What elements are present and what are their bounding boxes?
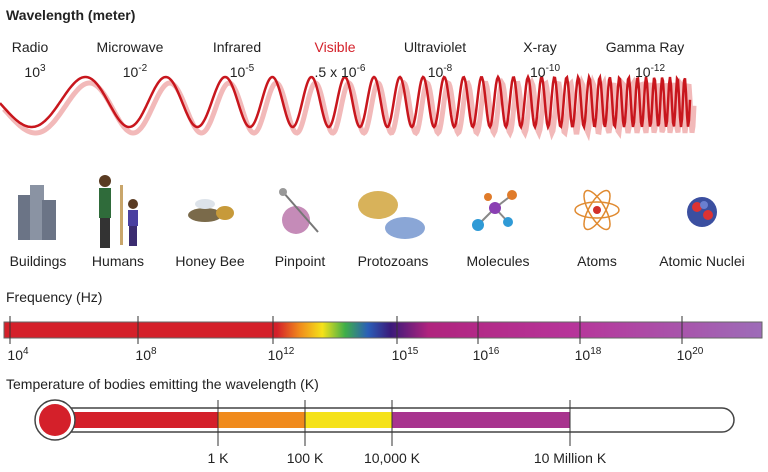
frequency-tick-label: 104 [7, 346, 29, 363]
band-name: Infrared [213, 39, 261, 55]
band-wavelength-base: 10 [230, 64, 246, 80]
band-wavelength-base: 10 [635, 64, 651, 80]
band-name: Radio [12, 39, 49, 55]
band-wavelength: 10-2 [123, 63, 148, 80]
band-wavelength-exp: -10 [546, 63, 561, 74]
band-wavelength-exp: -6 [357, 63, 366, 74]
temperature-tick-label: 100 K [287, 450, 324, 466]
thermometer [34, 399, 735, 441]
band-wavelength: 10-5 [230, 63, 255, 80]
temperature-tick-label: 10,000 K [364, 450, 421, 466]
frequency-tick-label-base: 10 [7, 347, 23, 363]
frequency-tick-label-base: 10 [392, 347, 408, 363]
frequency-tick-label: 1016 [473, 346, 500, 363]
band-name: X-ray [523, 39, 556, 55]
wave [0, 72, 692, 131]
band-wavelength-exp: -12 [651, 63, 666, 74]
band-name: Visible [315, 39, 356, 55]
frequency-tick-label-exp: 4 [23, 346, 29, 357]
frequency-tick-label: 108 [135, 346, 157, 363]
band-wavelength-exp: 3 [40, 63, 46, 74]
frequency-tick-label-exp: 8 [151, 346, 157, 357]
frequency-tick-label-exp: 12 [283, 346, 295, 357]
object-label: Pinpoint [275, 253, 326, 269]
icons [18, 175, 717, 248]
frequency-tick-label-exp: 20 [692, 346, 704, 357]
temperature-tick-label: 10 Million K [534, 450, 607, 466]
band-wavelength: .5 x 10-6 [315, 63, 366, 80]
object-label: Atoms [577, 253, 617, 269]
band-wavelength: 10-12 [635, 63, 665, 80]
band-wavelength: 103 [24, 63, 46, 80]
band-wavelength-base: 10 [428, 64, 444, 80]
band-wavelength-exp: -2 [138, 63, 147, 74]
band-name: Gamma Ray [606, 39, 685, 55]
frequency-tick-label-base: 10 [268, 347, 284, 363]
title: Wavelength (meter) [6, 7, 135, 23]
object-label: Protozoans [358, 253, 429, 269]
band-wavelength-base: 10 [123, 64, 139, 80]
object-label: Buildings [10, 253, 67, 269]
band-wavelength-base: 10 [530, 64, 546, 80]
object-label: Molecules [466, 253, 529, 269]
frequency-tick-label-exp: 16 [488, 346, 500, 357]
band-name: Ultraviolet [404, 39, 466, 55]
band-wavelength-base: 10 [24, 64, 40, 80]
band-wavelength-exp: -5 [245, 63, 254, 74]
band-name: Microwave [97, 39, 164, 55]
frequency-tick-label: 1020 [677, 346, 704, 363]
frequency-title: Frequency (Hz) [6, 289, 102, 305]
frequency-bar [3, 321, 763, 339]
frequency-tick-label-base: 10 [473, 347, 489, 363]
frequency-tick-label-exp: 15 [407, 346, 419, 357]
band-wavelength-base: .5 x 10 [315, 64, 357, 80]
frequency-tick-label-base: 10 [135, 347, 151, 363]
object-label: Humans [92, 253, 144, 269]
frequency-tick-label-exp: 18 [590, 346, 602, 357]
band-wavelength: 10-10 [530, 63, 560, 80]
band-wavelength-exp: -8 [443, 63, 452, 74]
frequency-tick-label: 1012 [268, 346, 295, 363]
band-wavelength: 10-8 [428, 63, 453, 80]
temperature-tick-label: 1 K [207, 450, 229, 466]
frequency-tick-label-base: 10 [677, 347, 693, 363]
object-label: Honey Bee [175, 253, 244, 269]
frequency-tick-label-base: 10 [575, 347, 591, 363]
temperature-title: Temperature of bodies emitting the wavel… [6, 376, 319, 392]
frequency-tick-label: 1015 [392, 346, 419, 363]
frequency-tick-label: 1018 [575, 346, 602, 363]
object-label: Atomic Nuclei [659, 253, 745, 269]
